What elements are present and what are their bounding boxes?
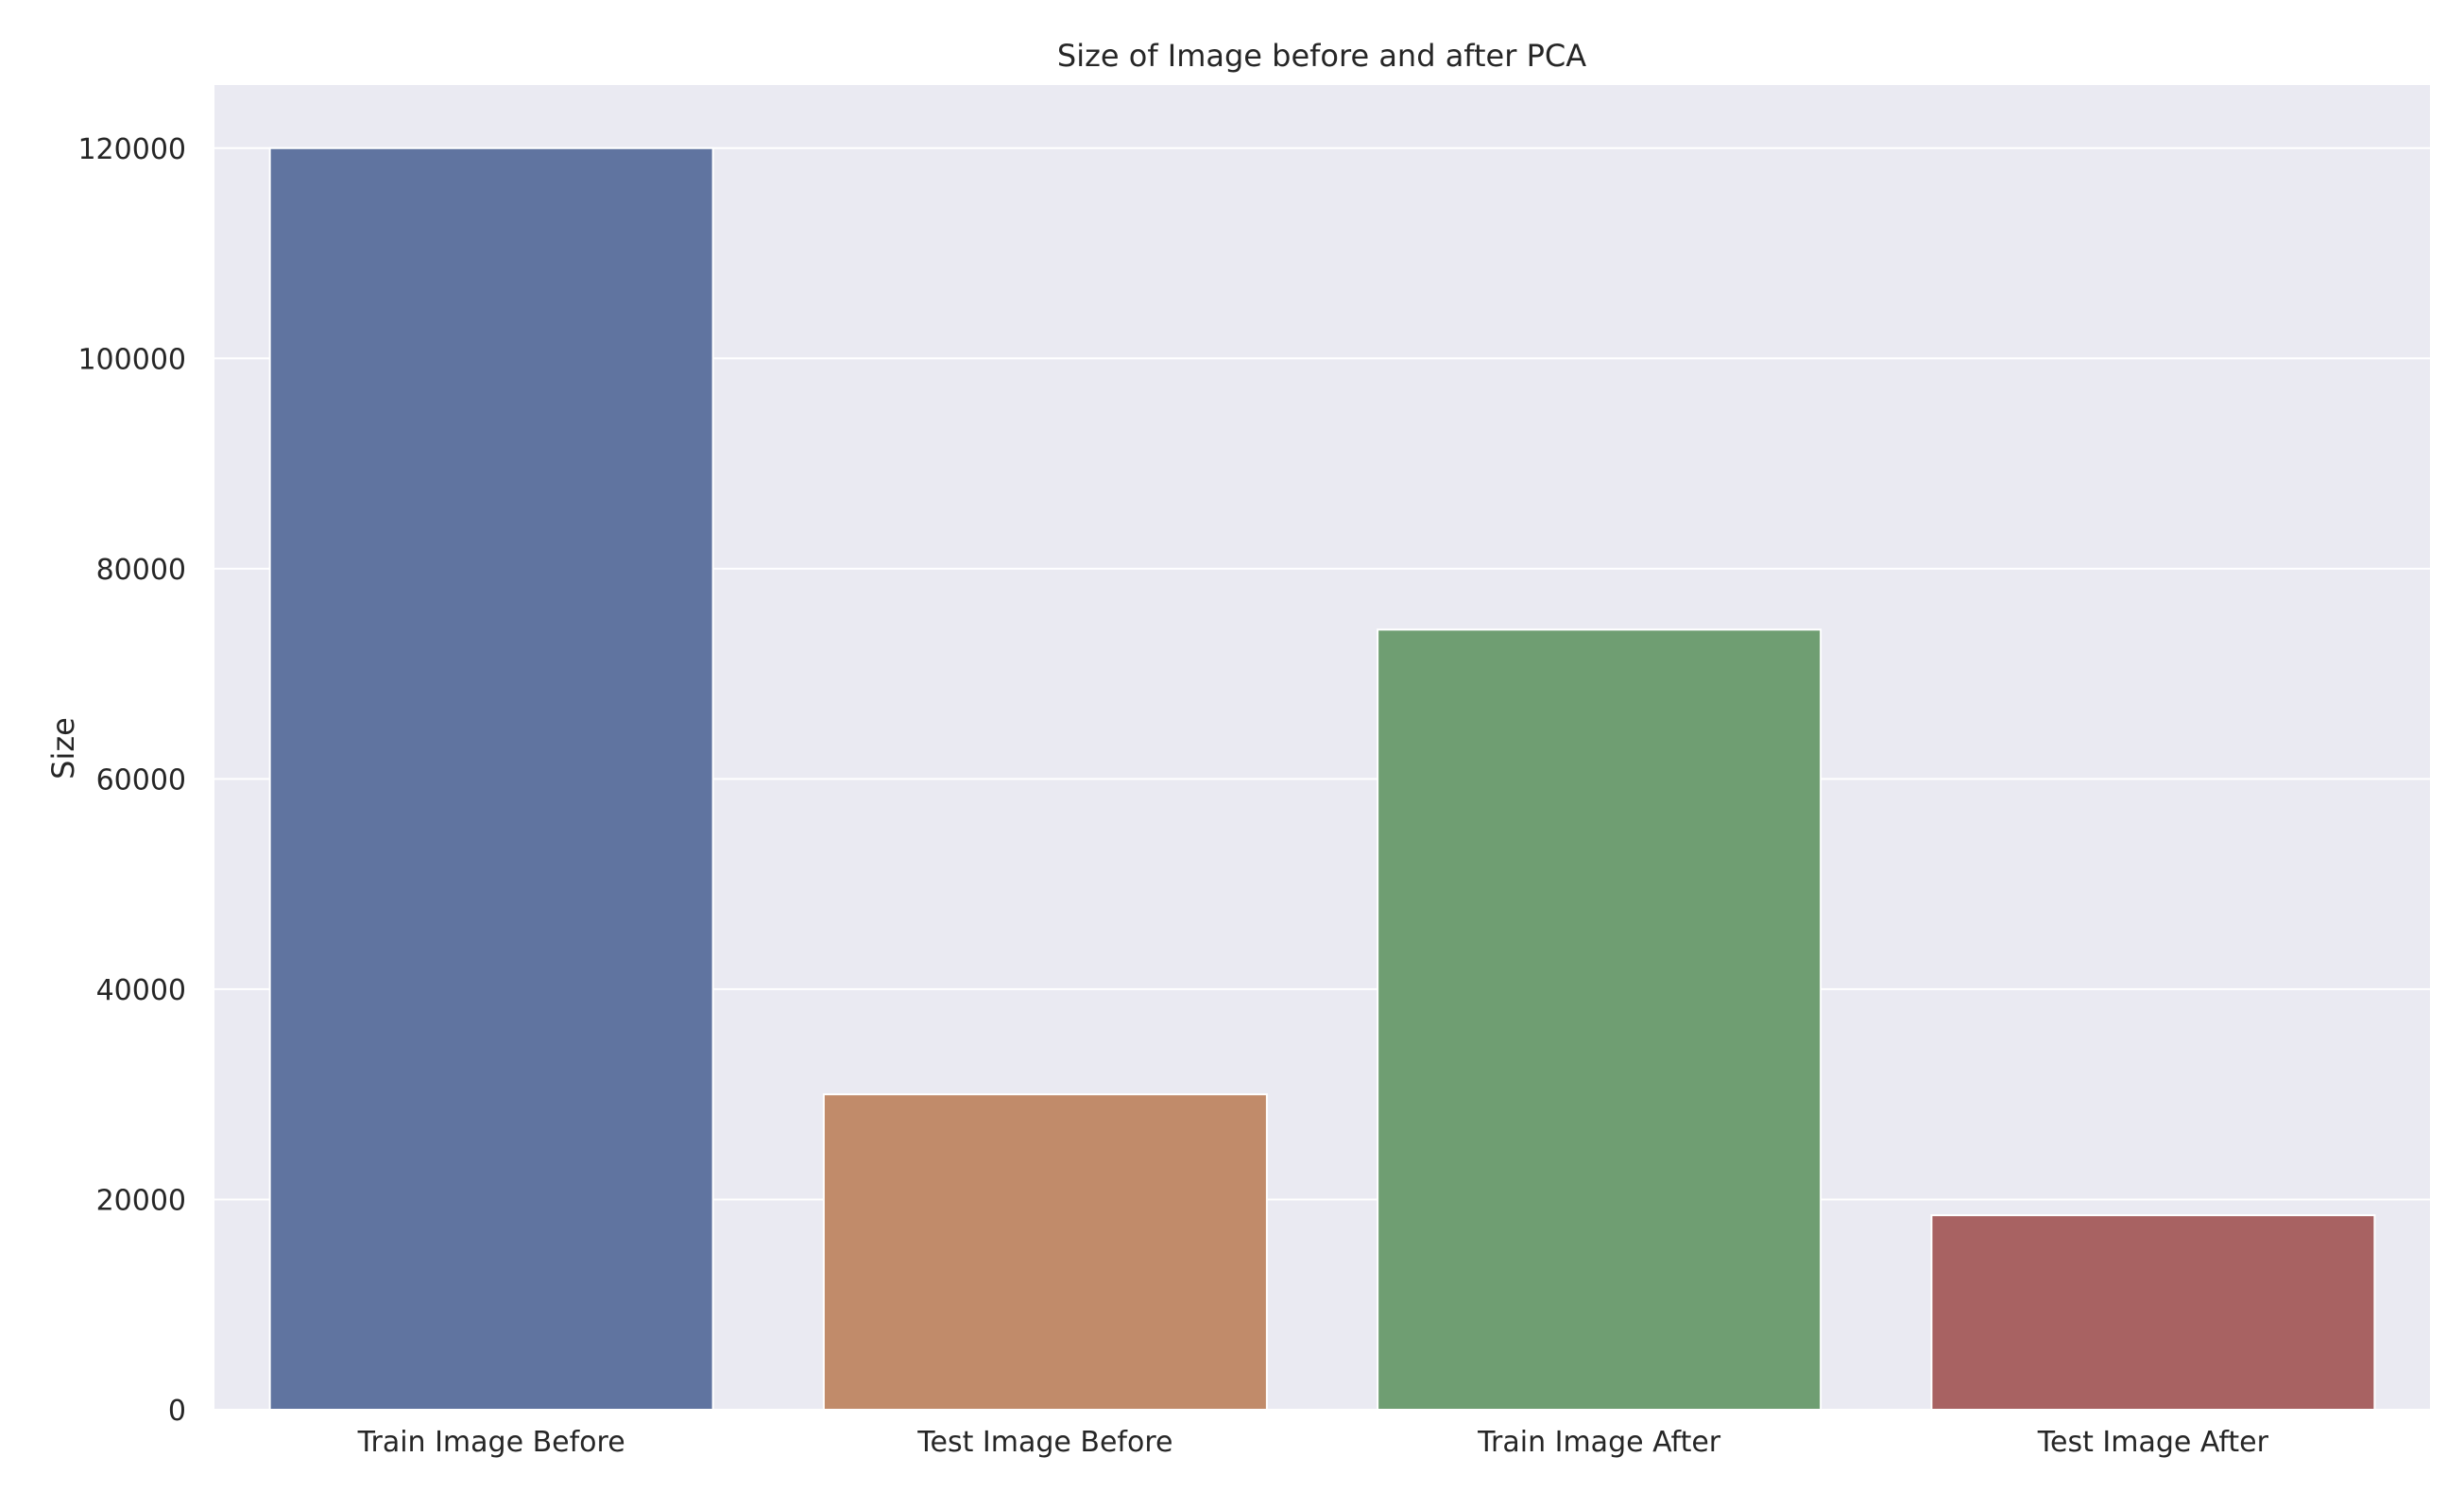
y-tick-label: 100000 [77,343,186,376]
bar-train-image-after [1377,628,1822,1411]
chart-title: Size of Image before and after PCA [1057,38,1586,74]
y-tick-label: 0 [168,1395,186,1428]
y-tick-label: 80000 [96,554,186,587]
y-axis-label: Size [45,717,81,780]
x-tick-label: Train Image After [1477,1426,1721,1459]
y-tick-label: 40000 [96,974,186,1007]
x-tick-label: Test Image After [2037,1426,2269,1459]
x-tick-label: Train Image Before [357,1426,625,1459]
bars [268,146,2376,1411]
bar-test-image-before [822,1093,1268,1411]
y-tick-label: 20000 [96,1184,186,1217]
x-tick-label: Test Image Before [916,1426,1172,1459]
bar-test-image-after [1930,1214,2376,1411]
y-tick-label: 120000 [77,133,186,166]
y-tick-label: 60000 [96,763,186,797]
bar-train-image-before [268,146,714,1411]
